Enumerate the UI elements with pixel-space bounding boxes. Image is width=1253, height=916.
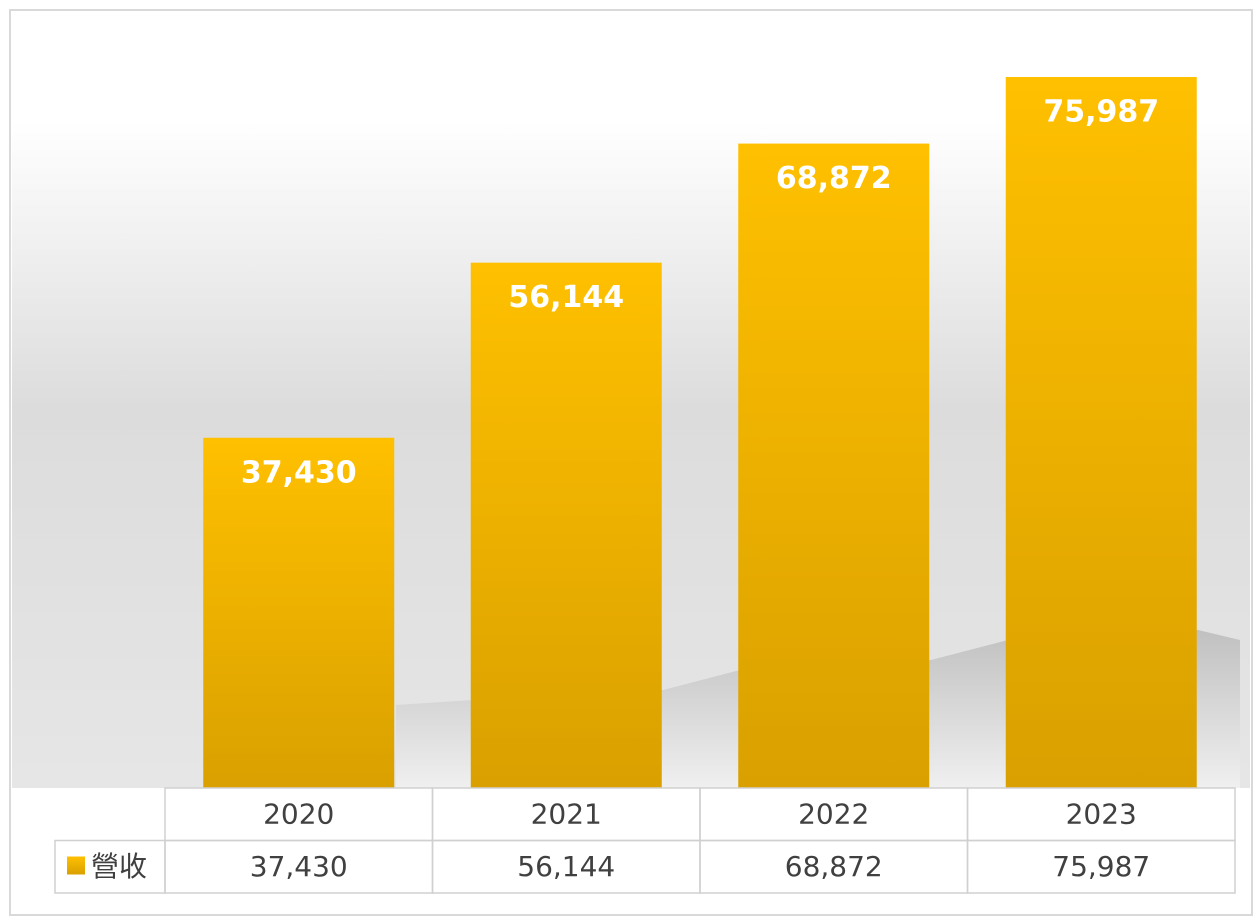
bar [738, 143, 930, 788]
data-label: 37,430 [241, 455, 357, 490]
category-label: 2022 [798, 797, 869, 830]
bar [470, 262, 662, 789]
legend-label: 營收 [91, 850, 147, 883]
data-label: 68,872 [776, 161, 892, 196]
table-value: 68,872 [785, 850, 883, 883]
table-value: 37,430 [250, 850, 348, 883]
category-label: 2023 [1066, 797, 1137, 830]
legend-key [67, 856, 85, 875]
data-label: 75,987 [1043, 95, 1159, 130]
data-label: 56,144 [508, 280, 624, 315]
category-label: 2020 [263, 797, 334, 830]
table-value: 75,987 [1052, 850, 1150, 883]
table-value: 56,144 [517, 850, 615, 883]
bar [203, 437, 395, 788]
category-label: 2021 [531, 797, 602, 830]
bar [1005, 77, 1197, 788]
table-cell [966, 839, 1236, 894]
